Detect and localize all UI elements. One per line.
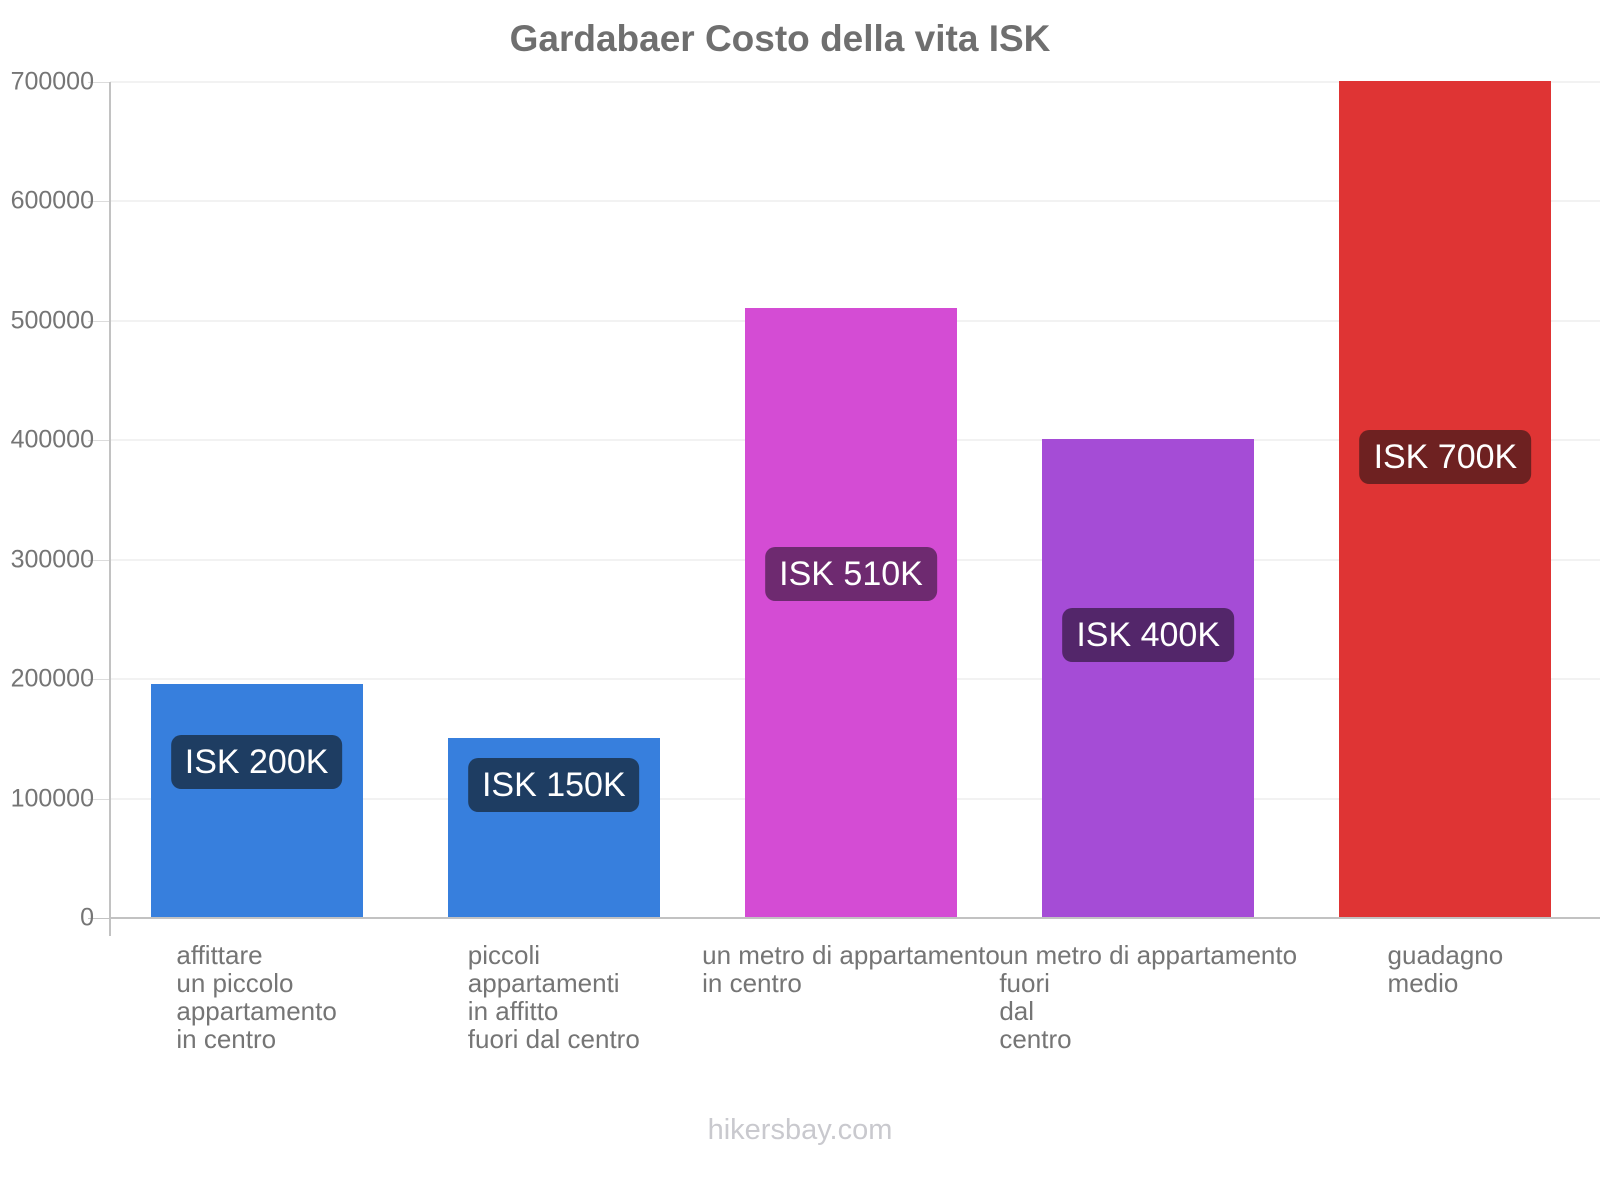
bar[interactable] — [1339, 81, 1552, 917]
x-category-label-line: un piccolo — [176, 968, 294, 998]
y-tick-label: 500000 — [10, 306, 94, 335]
y-tick-mark — [88, 679, 110, 681]
y-tick-label: 100000 — [10, 784, 94, 813]
x-category-label: affittare un piccolo appartamento in centro — [176, 941, 336, 1053]
footer-watermark: hikersbay.com — [707, 1114, 893, 1146]
bar-value-badge: ISK 700K — [1359, 430, 1532, 484]
y-gridline — [110, 81, 1600, 83]
bar[interactable] — [1042, 439, 1255, 917]
x-category-label-line: centro — [999, 1024, 1072, 1054]
x-category-label-line: appartamento — [176, 996, 337, 1026]
x-category-label-line: fuori dal centro — [467, 1024, 640, 1054]
x-category-label-line: affittare — [176, 940, 263, 970]
x-category-label-line: un metro di appartamento — [999, 940, 1298, 970]
y-tick-mark — [88, 320, 110, 322]
x-category-label-line: un metro di appartamento — [702, 940, 1000, 970]
bar[interactable] — [745, 307, 957, 917]
y-tick-mark — [88, 918, 110, 919]
y-tick-label: 0 — [80, 903, 94, 932]
chart-title: Gardabaer Costo della vita ISK — [509, 18, 1051, 59]
x-category-label-line: in centro — [702, 968, 802, 998]
bar-value-badge: ISK 400K — [1062, 608, 1235, 662]
x-category-label: un metro di appartamento in centro — [702, 941, 1000, 997]
y-tick-label: 600000 — [10, 186, 94, 215]
x-category-label-line: in centro — [176, 1024, 277, 1054]
bar-value-badge: ISK 200K — [170, 735, 343, 789]
y-tick-mark — [88, 201, 110, 203]
y-axis-line — [109, 82, 111, 936]
x-category-label-line: medio — [1387, 968, 1459, 998]
x-baseline — [110, 917, 1600, 919]
x-category-label-line: appartamenti — [467, 968, 620, 998]
y-tick-mark — [88, 798, 110, 800]
y-tick-label: 200000 — [10, 664, 94, 693]
x-category-label: un metro di appartamento fuori dal centro — [999, 941, 1297, 1053]
y-tick-mark — [88, 440, 110, 442]
x-category-label-line: dal — [999, 996, 1035, 1026]
x-category-label-line: guadagno — [1387, 940, 1504, 970]
y-tick-mark — [88, 559, 110, 561]
y-tick-label: 400000 — [10, 425, 94, 454]
bar[interactable] — [150, 684, 363, 917]
bar-value-badge: ISK 150K — [467, 758, 640, 812]
x-category-label: piccoli appartamenti in affitto fuori dal c… — [468, 941, 640, 1053]
x-category-label-line: fuori — [999, 968, 1050, 998]
y-gridline — [110, 200, 1600, 203]
bar-value-badge: ISK 510K — [765, 547, 937, 601]
y-tick-mark — [88, 82, 110, 83]
y-tick-label: 300000 — [10, 545, 94, 574]
x-category-label-line: piccoli — [467, 940, 541, 970]
y-tick-label: 700000 — [10, 67, 94, 96]
x-category-label: guadagno medio — [1388, 941, 1504, 997]
x-category-label-line: in affitto — [467, 996, 559, 1026]
